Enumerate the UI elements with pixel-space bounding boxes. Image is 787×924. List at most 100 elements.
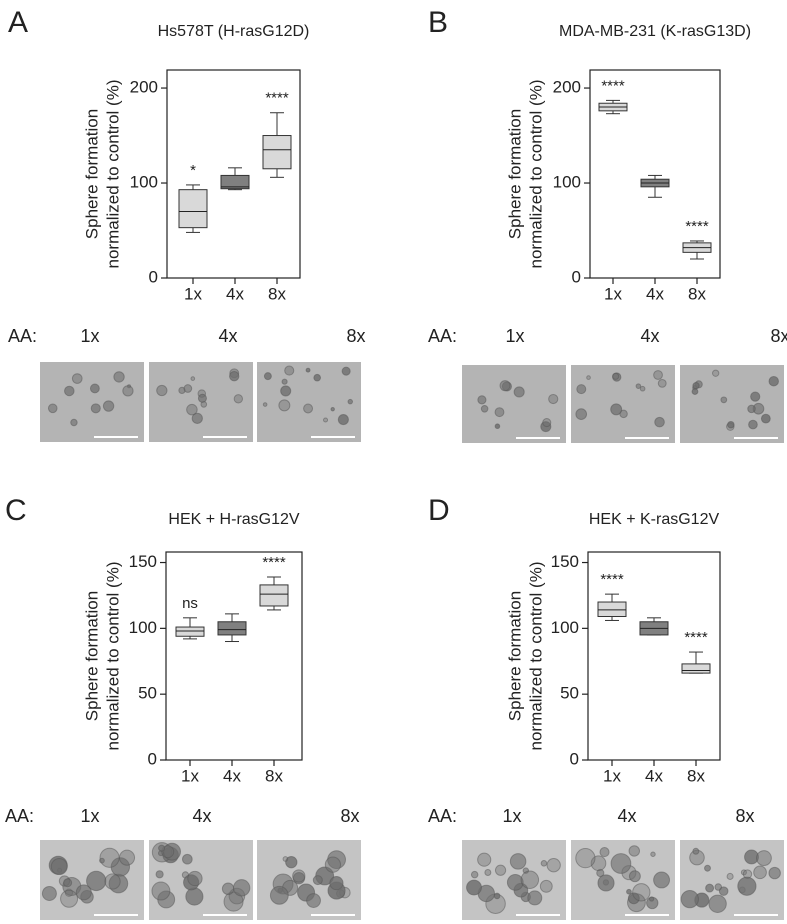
- y-axis-label: normalized to control (%): [103, 562, 122, 751]
- sphere: [712, 369, 720, 377]
- sphere: [324, 856, 342, 873]
- micrograph-background: [571, 365, 675, 443]
- sphere: [653, 370, 663, 380]
- sphere: [737, 876, 757, 896]
- sphere: [586, 375, 591, 380]
- y-tick-label: 50: [138, 684, 157, 703]
- sphere: [494, 407, 505, 418]
- sphere: [50, 858, 68, 876]
- image-label: 4x: [617, 806, 636, 826]
- y-tick-label: 200: [553, 78, 581, 97]
- sphere: [493, 892, 501, 900]
- x-tick-label: 1x: [181, 766, 199, 785]
- sphere: [768, 866, 781, 880]
- sphere: [282, 856, 289, 862]
- sphere: [705, 883, 715, 893]
- sphere: [692, 847, 700, 855]
- sphere: [760, 413, 771, 424]
- sphere: [627, 892, 640, 905]
- sphere: [63, 878, 73, 888]
- sphere: [691, 388, 699, 395]
- sphere: [118, 849, 136, 866]
- sphere: [520, 870, 540, 890]
- sphere: [628, 845, 641, 857]
- sphere: [233, 394, 244, 404]
- sphere: [704, 864, 711, 872]
- box: [597, 601, 627, 618]
- sphere: [341, 366, 351, 376]
- sphere: [313, 373, 322, 382]
- y-axis-label: Sphere formation: [505, 591, 524, 721]
- sphere: [744, 849, 759, 865]
- micrograph: [571, 840, 675, 920]
- sphere: [542, 418, 552, 428]
- box: [681, 663, 711, 674]
- sphere: [329, 876, 344, 891]
- sphere: [347, 398, 354, 405]
- sphere: [122, 385, 134, 397]
- micrograph: [40, 840, 144, 920]
- sphere: [47, 403, 58, 414]
- sphere: [714, 883, 723, 891]
- sphere: [102, 400, 115, 412]
- sphere: [654, 416, 665, 428]
- sphere: [99, 847, 120, 868]
- sphere: [494, 864, 507, 876]
- sphere: [187, 870, 203, 887]
- aa-label: AA:: [428, 806, 457, 826]
- x-tick-label: 4x: [646, 284, 664, 303]
- image-label: 1x: [80, 326, 99, 346]
- significance-label: *: [190, 162, 196, 179]
- significance-label: ****: [265, 90, 289, 107]
- sphere: [692, 381, 700, 390]
- micrograph-background: [257, 840, 361, 920]
- sphere: [509, 853, 527, 870]
- sphere: [41, 885, 57, 901]
- sphere: [284, 365, 295, 376]
- sphere: [548, 393, 559, 405]
- sphere: [104, 873, 121, 890]
- sphere: [708, 894, 727, 913]
- sphere: [113, 371, 125, 383]
- sphere: [540, 860, 548, 867]
- x-tick-label: 8x: [688, 284, 706, 303]
- chart-title: HEK + K-rasG12V: [589, 511, 720, 528]
- sphere: [610, 853, 632, 874]
- x-tick-label: 1x: [603, 766, 621, 785]
- sphere: [718, 886, 729, 896]
- sphere: [75, 884, 92, 901]
- sphere: [653, 871, 671, 889]
- sphere: [158, 844, 166, 852]
- sphere: [229, 371, 240, 382]
- significance-label: ****: [600, 571, 624, 588]
- y-axis-label: normalized to control (%): [103, 80, 122, 269]
- significance-label: ****: [601, 77, 625, 94]
- x-tick-label: 4x: [645, 766, 663, 785]
- image-label: 4x: [192, 806, 211, 826]
- aa-label: AA:: [8, 326, 37, 346]
- significance-label: ****: [685, 218, 709, 235]
- micrograph: [149, 362, 253, 442]
- image-label: 1x: [505, 326, 524, 346]
- sphere: [470, 870, 479, 879]
- x-tick-label: 4x: [226, 284, 244, 303]
- y-tick-label: 0: [149, 267, 158, 286]
- sphere: [163, 842, 181, 861]
- chart-title: Hs578T (H-rasG12D): [158, 23, 310, 40]
- x-tick-label: 1x: [604, 284, 622, 303]
- panel-letter: A: [8, 6, 28, 39]
- y-tick-label: 100: [130, 173, 158, 192]
- micrograph: [257, 840, 361, 920]
- x-tick-label: 4x: [223, 766, 241, 785]
- sphere: [312, 875, 323, 886]
- micrograph-background: [257, 362, 361, 442]
- x-tick-label: 8x: [687, 766, 705, 785]
- image-label: 1x: [80, 806, 99, 826]
- sphere: [280, 385, 292, 397]
- sphere: [337, 414, 349, 426]
- y-tick-label: 0: [570, 749, 579, 768]
- sphere: [183, 384, 193, 393]
- sphere: [466, 879, 482, 896]
- micrograph: [149, 840, 253, 920]
